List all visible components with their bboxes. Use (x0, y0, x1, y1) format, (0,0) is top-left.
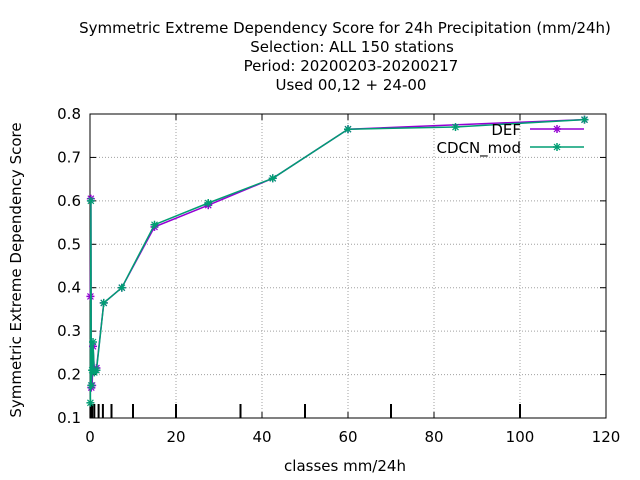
legend-marker (553, 125, 561, 133)
data-point (344, 125, 352, 134)
data-point (92, 366, 101, 375)
y-tick-label: 0.7 (57, 148, 81, 166)
data-point (86, 196, 95, 205)
x-tick-label: 40 (252, 428, 271, 446)
title-line-2: Selection: ALL 150 stations (250, 38, 454, 56)
legend-label-def: DEF (491, 121, 521, 139)
y-tick-label: 0.1 (57, 409, 81, 427)
title-line-4: Used 00,12 + 24-00 (276, 76, 427, 94)
marker-stroke (100, 299, 108, 307)
series-cdcn-mod (86, 115, 589, 407)
data-point (580, 115, 589, 124)
marker-stroke (344, 125, 352, 133)
x-tick-label: 120 (592, 428, 621, 446)
marker-stroke (87, 399, 94, 407)
marker-stroke (89, 338, 97, 346)
grid (90, 114, 606, 418)
x-tick-label: 20 (166, 428, 185, 446)
marker-stroke (581, 116, 588, 124)
y-tick-label: 0.3 (57, 322, 81, 340)
axes: 0 20 40 60 80 100 120 0.1 0.2 0.3 0.4 0.5 0.6 0.7 0.8 (57, 105, 620, 446)
marker-stroke (151, 221, 158, 229)
title-line-3: Period: 20200203-20200217 (244, 57, 459, 75)
x-axis-label: classes mm/24h (284, 457, 406, 475)
data-point (268, 174, 277, 183)
data-point (87, 381, 96, 390)
data-point (89, 338, 98, 346)
y-tick-label: 0.5 (57, 235, 81, 253)
data-point (86, 398, 95, 407)
marker-stroke (204, 199, 212, 207)
marker-stroke (553, 125, 561, 133)
data-point (204, 199, 213, 208)
x-tick-label: 80 (424, 428, 443, 446)
marker-stroke (87, 197, 95, 205)
y-tick-label: 0.8 (57, 105, 81, 123)
y-tick-label: 0.4 (57, 279, 81, 297)
data-point (451, 123, 460, 132)
x-tick-label: 60 (338, 428, 357, 446)
data-point (150, 220, 159, 229)
data-point (117, 283, 126, 292)
marker-stroke (93, 366, 100, 374)
legend: DEF CDCN_mod (436, 121, 584, 158)
marker-stroke (269, 174, 277, 182)
marker-stroke (87, 382, 95, 389)
x-tick-label: 100 (506, 428, 535, 446)
series-line (89, 118, 585, 403)
marker-stroke (118, 284, 126, 292)
y-axis-label: Symmetric Extreme Dependency Score (7, 122, 25, 417)
series-layer (86, 115, 589, 407)
marker-stroke (452, 123, 459, 131)
title-line-1: Symmetric Extreme Dependency Score for 2… (79, 19, 611, 37)
legend-marker (553, 143, 561, 151)
chart-title: Symmetric Extreme Dependency Score for 2… (79, 19, 611, 94)
x-tick-label: 0 (85, 428, 95, 446)
series-line (89, 118, 585, 388)
y-tick-label: 0.6 (57, 192, 81, 210)
legend-label-cdcn-mod: CDCN_mod (436, 139, 521, 158)
y-tick-label: 0.2 (57, 366, 81, 384)
class-marks (89, 404, 521, 418)
data-point (99, 298, 108, 307)
marker-stroke (553, 143, 561, 151)
